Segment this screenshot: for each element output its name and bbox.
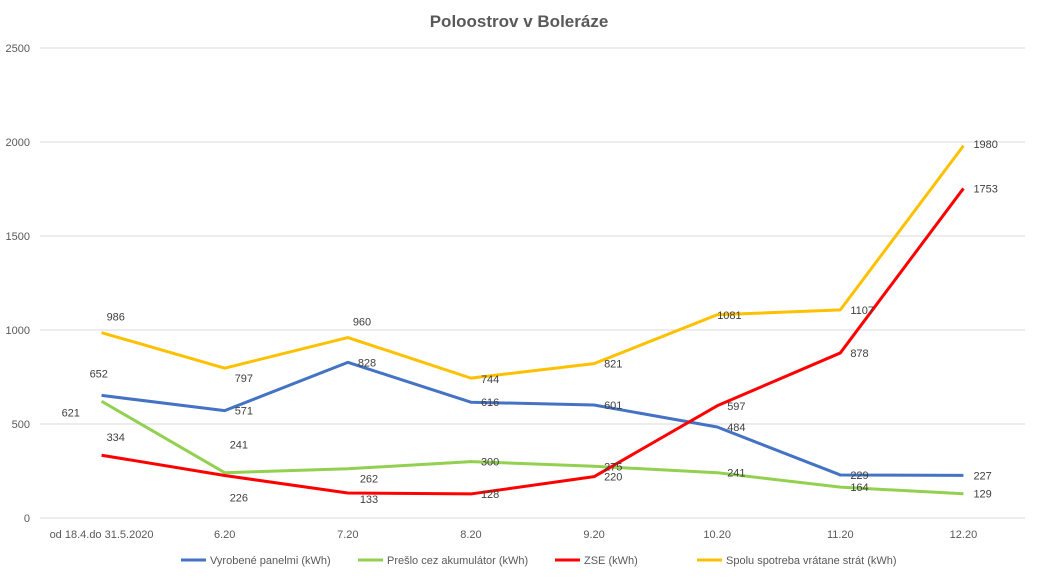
- data-label: 262: [360, 474, 378, 486]
- series-line-0: [101, 360, 964, 477]
- data-label: 1107: [850, 305, 874, 317]
- data-label: 128: [481, 489, 499, 501]
- series-line-3: [101, 144, 965, 380]
- data-label: 241: [727, 468, 745, 480]
- data-label: 1753: [973, 183, 997, 195]
- y-tick-label: 1000: [6, 325, 30, 337]
- data-label: 484: [727, 422, 745, 434]
- legend-entry: Vyrobené panelmi (kWh): [210, 555, 331, 567]
- x-tick-label: 11.20: [827, 529, 854, 541]
- data-label: 960: [353, 317, 371, 329]
- legend-entry: Prešlo cez akumulátor (kWh): [387, 555, 528, 567]
- y-tick-label: 0: [24, 513, 30, 525]
- x-tick-label: 10.20: [703, 529, 731, 541]
- data-label: 571: [235, 406, 253, 418]
- data-label: 597: [727, 401, 745, 413]
- data-label: 229: [850, 470, 868, 482]
- data-label: 1980: [973, 139, 997, 151]
- data-label: 226: [230, 493, 248, 505]
- x-tick-label: od 18.4.do 31.5.2020: [50, 529, 154, 541]
- data-label: 220: [604, 472, 622, 484]
- data-label: 300: [481, 457, 499, 469]
- series-line-1: [100, 399, 964, 496]
- data-label: 1081: [717, 310, 741, 322]
- legend-entry: ZSE (kWh): [584, 555, 638, 567]
- y-tick-label: 500: [12, 419, 30, 431]
- data-label: 878: [850, 348, 868, 360]
- x-tick-label: 6.20: [214, 529, 235, 541]
- data-label: 334: [107, 432, 125, 444]
- data-label: 744: [481, 374, 499, 386]
- x-tick-label: 9.20: [583, 529, 604, 541]
- data-label: 986: [107, 312, 125, 324]
- series-line-2: [101, 187, 965, 496]
- data-label: 652: [90, 368, 108, 380]
- y-tick-label: 2000: [6, 137, 30, 149]
- data-label: 227: [973, 470, 991, 482]
- legend-entry: Spolu spotreba vrátane strát (kWh): [726, 555, 897, 567]
- data-label: 821: [604, 359, 622, 371]
- data-label: 129: [973, 489, 991, 501]
- data-label: 241: [230, 440, 248, 452]
- data-label: 275: [604, 461, 622, 473]
- data-label: 601: [604, 400, 622, 412]
- data-label: 133: [360, 494, 378, 506]
- x-tick-label: 8.20: [460, 529, 481, 541]
- data-label: 621: [62, 407, 80, 419]
- y-tick-label: 2500: [6, 43, 30, 55]
- x-tick-label: 12.20: [950, 529, 978, 541]
- x-tick-label: 7.20: [337, 529, 358, 541]
- data-label: 616: [481, 397, 499, 409]
- data-label: 164: [850, 482, 868, 494]
- chart-title: Poloostrov v Boleráze: [430, 12, 609, 31]
- data-label: 828: [358, 357, 376, 369]
- y-tick-label: 1500: [6, 231, 30, 243]
- data-label: 797: [235, 373, 253, 385]
